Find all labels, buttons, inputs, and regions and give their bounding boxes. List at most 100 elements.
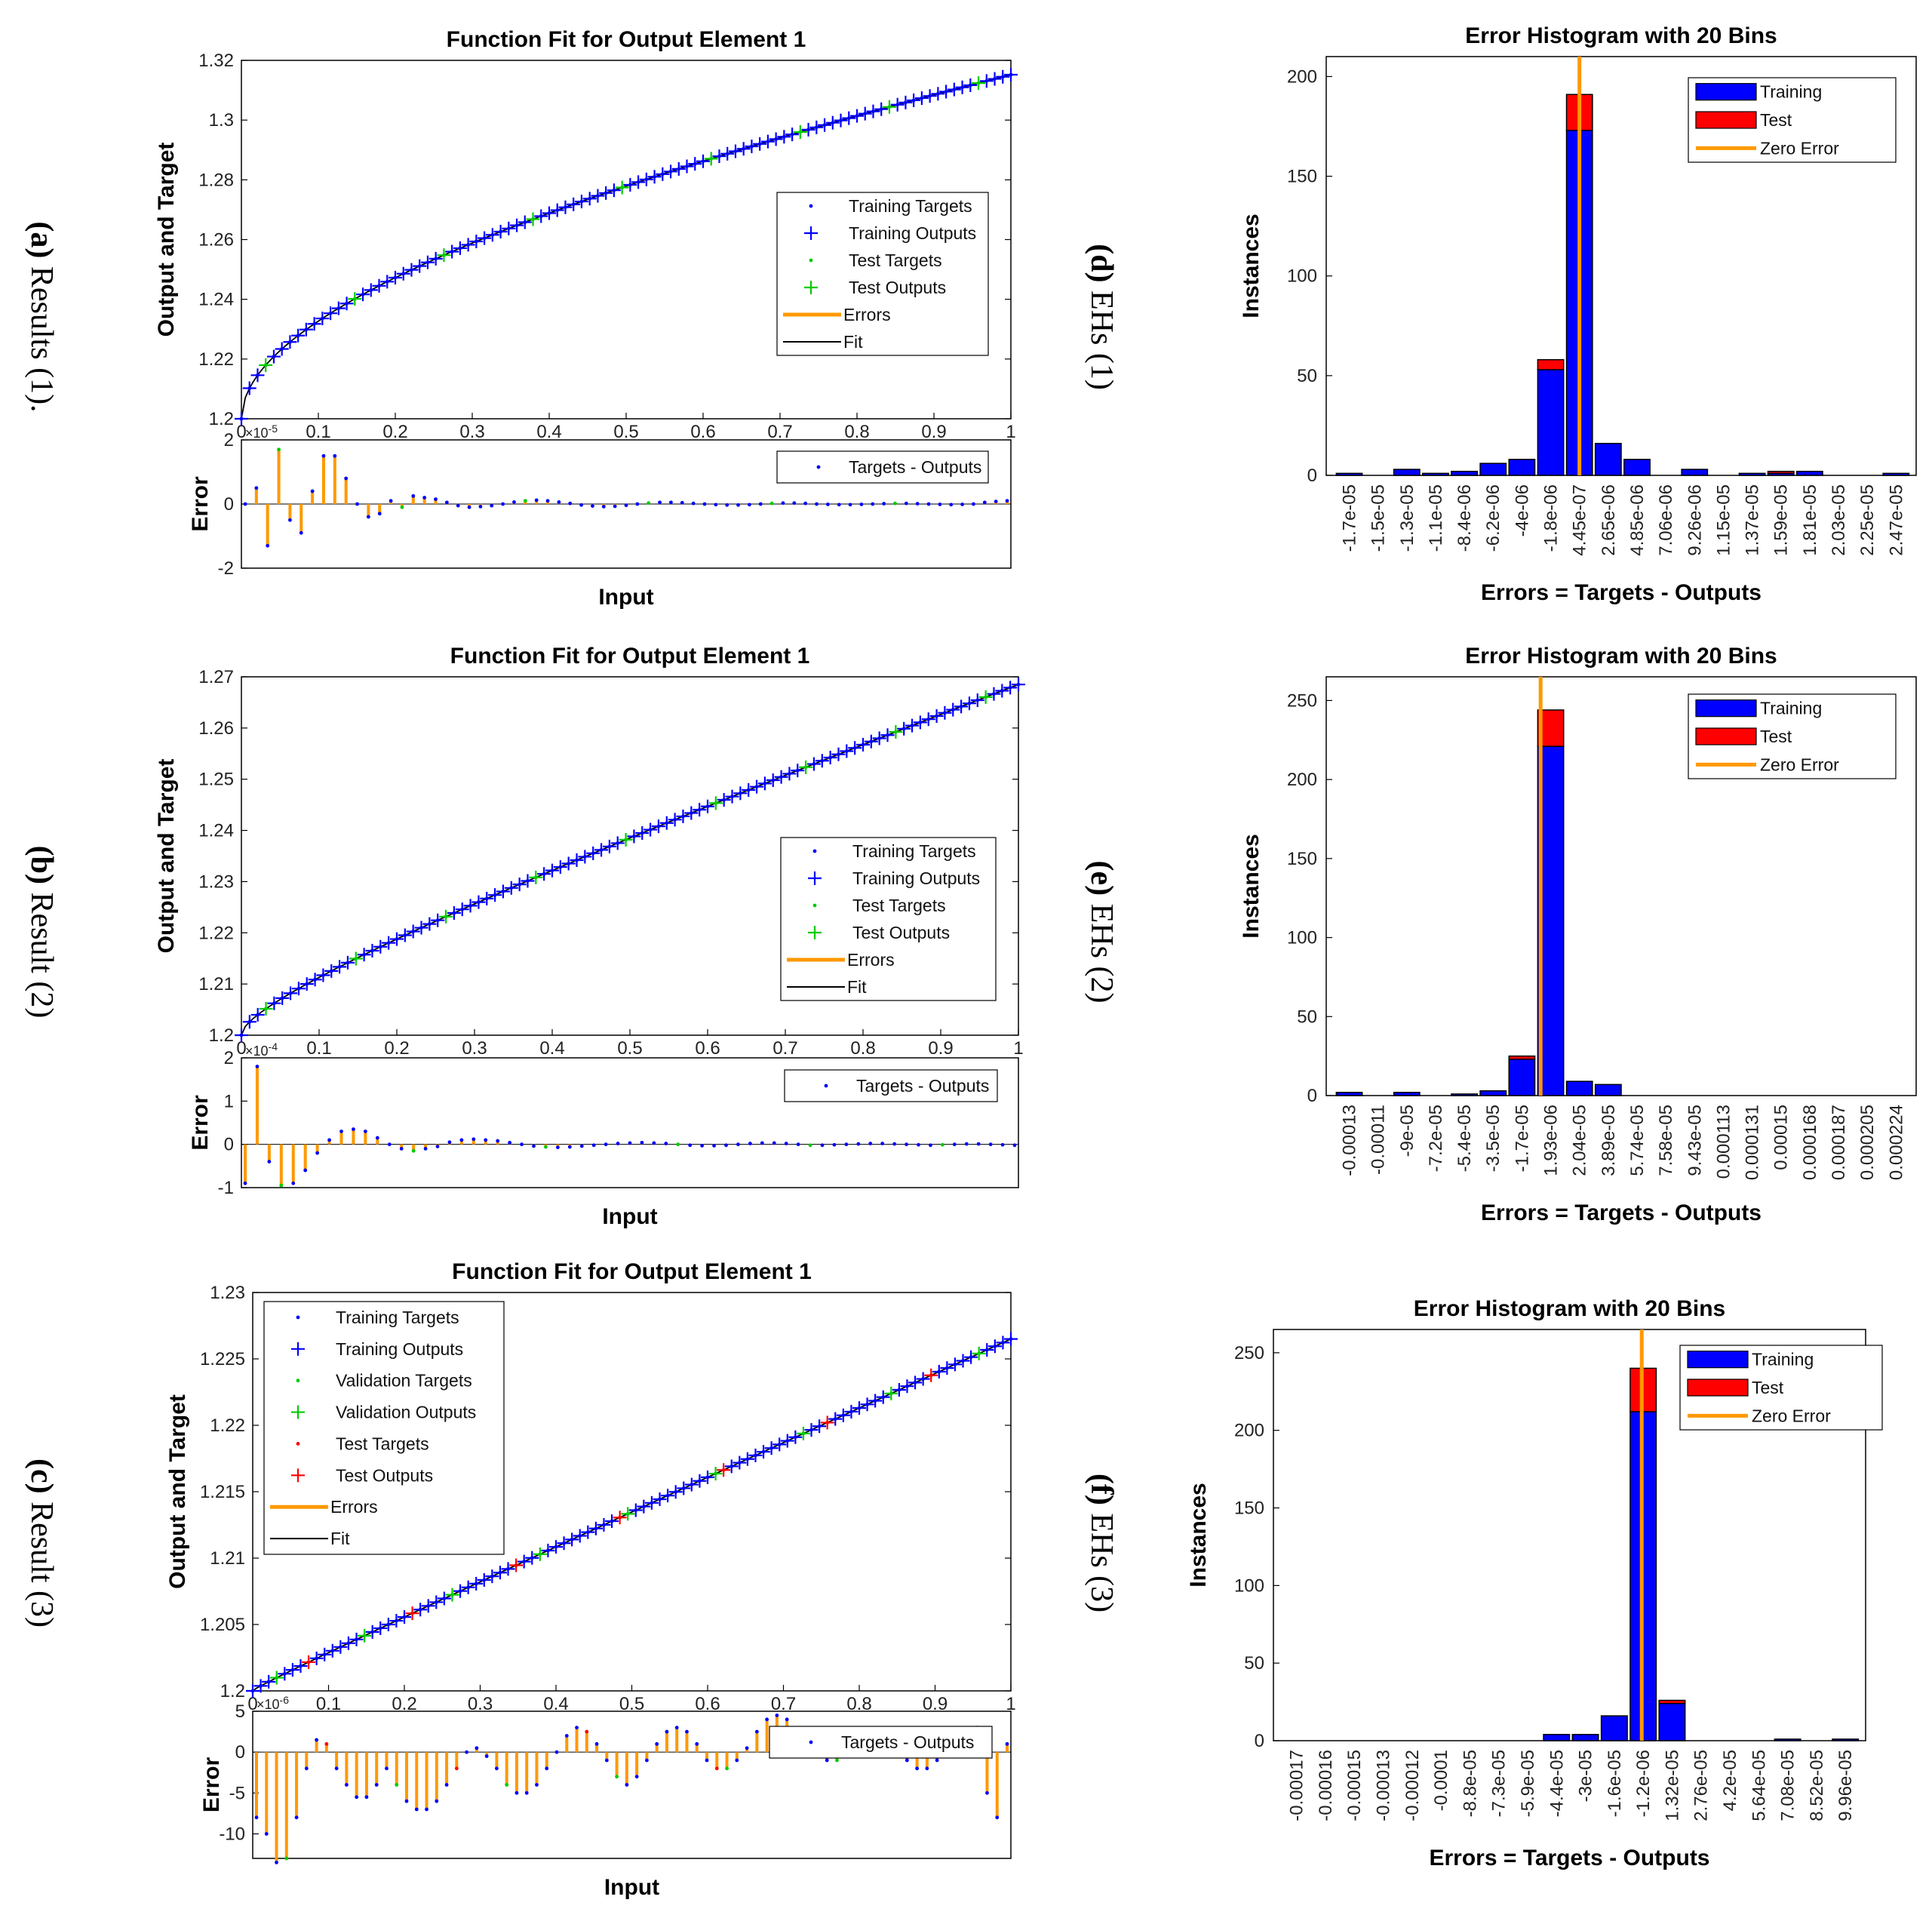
hist-bar-training xyxy=(1508,459,1536,476)
error-point xyxy=(545,1766,549,1771)
error-legend xyxy=(784,1069,998,1102)
target-marker xyxy=(771,778,776,782)
error-point xyxy=(724,1143,728,1148)
error-point xyxy=(685,1729,689,1734)
target-marker xyxy=(681,814,685,819)
target-marker xyxy=(1008,685,1012,690)
hist-xtick-label: 0.00015 xyxy=(1771,1105,1792,1170)
error-point xyxy=(334,1766,339,1771)
target-marker xyxy=(658,1497,662,1502)
target-marker xyxy=(352,297,357,301)
error-point xyxy=(579,503,583,507)
error-point xyxy=(264,1832,269,1836)
hist-legend-label: Zero Error xyxy=(1760,755,1839,774)
target-marker xyxy=(247,1019,252,1024)
target-marker xyxy=(518,882,522,887)
target-marker xyxy=(782,134,786,139)
target-marker xyxy=(239,416,244,421)
target-marker xyxy=(419,926,423,930)
fit-chart-3: Function Fit for Output Element 1 1.2 1.20… xyxy=(165,1259,1018,1900)
hist-bar-training xyxy=(1479,463,1507,476)
target-marker xyxy=(820,758,825,763)
histogram-2: Error Histogram with 20 Bins 0 50 100 150 200… xyxy=(1239,644,1917,1225)
error-point xyxy=(635,502,640,506)
error-point xyxy=(310,489,315,493)
error-point xyxy=(815,502,819,506)
target-marker xyxy=(591,851,595,856)
error-point xyxy=(995,1815,1000,1820)
hist-bar-training xyxy=(1508,1059,1536,1096)
target-marker xyxy=(814,125,819,130)
error-point xyxy=(935,1758,939,1763)
hist-bar-training xyxy=(1623,459,1651,476)
hist-xtick-label: -7.3e-05 xyxy=(1489,1750,1510,1817)
legend-dot xyxy=(296,1379,300,1383)
hist-xtick-label: 2.04e-05 xyxy=(1570,1105,1590,1176)
target-marker xyxy=(1009,72,1013,77)
target-marker xyxy=(498,1570,502,1575)
target-marker xyxy=(640,831,644,835)
hist-xtick-label: 5.74e-05 xyxy=(1627,1105,1648,1176)
error-point xyxy=(658,500,662,505)
error-point xyxy=(404,1799,409,1803)
hist-xtick-label: -4.4e-05 xyxy=(1547,1750,1567,1817)
error-point xyxy=(917,1142,920,1147)
error-point xyxy=(387,1142,392,1147)
error-point xyxy=(938,503,942,506)
target-marker xyxy=(746,788,751,792)
target-marker xyxy=(401,272,406,276)
target-marker xyxy=(567,862,571,865)
error-legend xyxy=(776,450,989,484)
fit-ylabel: Output and Target xyxy=(154,759,179,954)
error-point xyxy=(557,500,561,504)
error-point xyxy=(725,1766,729,1771)
error-point xyxy=(333,453,337,458)
legend-label: Training Targets xyxy=(852,841,976,861)
target-marker xyxy=(466,1585,471,1590)
target-marker xyxy=(247,386,252,390)
legend-label: Test Outputs xyxy=(849,278,946,297)
target-marker xyxy=(256,1013,260,1017)
target-marker xyxy=(690,1483,694,1486)
target-marker xyxy=(477,900,481,905)
target-marker xyxy=(514,1563,518,1567)
target-marker xyxy=(968,83,972,88)
hist-ytick-label: 50 xyxy=(1244,1653,1264,1674)
hist-legend-label: Training xyxy=(1760,699,1822,718)
hist-xlabel: Errors = Targets - Outputs xyxy=(1429,1846,1709,1870)
error-point xyxy=(374,1783,379,1787)
legend-label: Errors xyxy=(847,950,895,970)
target-marker xyxy=(296,986,301,991)
error-point xyxy=(288,518,292,522)
error-point xyxy=(591,1143,596,1148)
fit-xtick-label: 0.7 xyxy=(772,1038,797,1059)
hist-xtick-label: 9.26e-06 xyxy=(1685,484,1705,556)
target-marker xyxy=(361,292,365,297)
error-point xyxy=(364,1795,369,1800)
target-marker xyxy=(879,107,883,112)
target-marker xyxy=(514,223,519,228)
target-marker xyxy=(953,1362,957,1366)
hist-bar-training xyxy=(1479,1090,1507,1096)
error-point xyxy=(399,1147,404,1151)
target-marker xyxy=(612,188,616,192)
target-marker xyxy=(877,736,882,740)
target-marker xyxy=(280,996,284,1000)
target-marker xyxy=(280,347,284,351)
error-point xyxy=(905,1758,909,1763)
target-marker xyxy=(641,1505,646,1509)
error-ytick-label: 0 xyxy=(235,1742,245,1763)
target-marker xyxy=(861,742,865,747)
target-marker xyxy=(817,1424,822,1428)
fit-ytick-label: 1.26 xyxy=(198,230,234,251)
target-marker xyxy=(362,952,367,957)
error-exponent: ×10-4 xyxy=(245,1040,278,1059)
error-ytick-label: -5 xyxy=(229,1783,245,1803)
error-point xyxy=(655,1741,659,1746)
error-point xyxy=(400,505,404,509)
target-marker xyxy=(506,226,511,231)
target-marker xyxy=(460,907,465,911)
target-marker xyxy=(312,321,317,326)
legend-dot xyxy=(812,903,817,908)
target-marker xyxy=(660,172,665,177)
